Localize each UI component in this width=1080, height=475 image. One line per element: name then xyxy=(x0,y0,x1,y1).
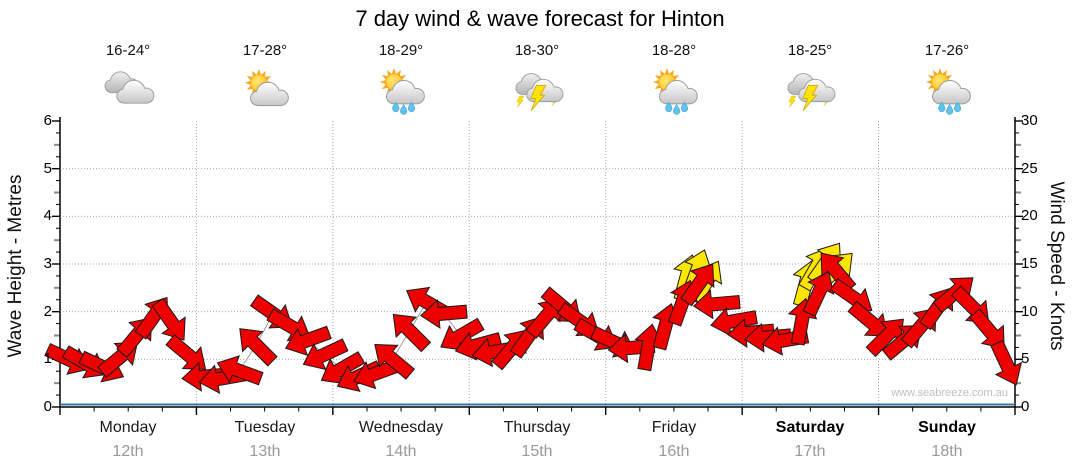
sun-showers-icon xyxy=(646,63,702,115)
right-axis-tick-5: 5 xyxy=(1021,350,1030,368)
temp-range-friday: 18-28° xyxy=(651,42,697,59)
sun-showers-icon xyxy=(373,63,429,115)
right-axis-tick-0: 0 xyxy=(1021,398,1030,415)
day-date-sunday: 18th xyxy=(931,443,963,460)
day-label-sunday: Sunday xyxy=(918,419,976,436)
left-axis-tick-1: 1 xyxy=(43,350,52,368)
left-axis-tick-5: 5 xyxy=(43,159,52,177)
day-date-monday: 12th xyxy=(112,443,144,460)
thunderstorm-icon xyxy=(782,63,838,115)
day-date-wednesday: 14th xyxy=(385,443,417,460)
day-date-friday: 16th xyxy=(658,443,690,460)
left-axis-tick-2: 2 xyxy=(43,302,52,320)
left-axis-tick-0: 0 xyxy=(43,398,52,415)
right-axis-tick-30: 30 xyxy=(1021,112,1038,129)
temp-range-saturday: 18-25° xyxy=(787,42,833,59)
day-label-monday: Monday xyxy=(99,419,157,436)
day-label-thursday: Thursday xyxy=(503,419,571,436)
temp-range-wednesday: 18-29° xyxy=(378,42,424,59)
day-label-friday: Friday xyxy=(651,419,697,436)
day-label-saturday: Saturday xyxy=(775,419,845,436)
sun-showers-icon xyxy=(919,63,975,115)
right-axis-tick-20: 20 xyxy=(1021,207,1038,225)
right-axis-tick-25: 25 xyxy=(1021,159,1038,177)
day-date-tuesday: 13th xyxy=(249,443,281,460)
right-axis-tick-15: 15 xyxy=(1021,255,1038,272)
left-axis-tick-6: 6 xyxy=(43,112,52,129)
left-axis-tick-3: 3 xyxy=(43,255,52,272)
day-label-wednesday: Wednesday xyxy=(358,419,444,436)
temp-range-thursday: 18-30° xyxy=(514,42,560,59)
page-title: 7 day wind & wave forecast for Hinton xyxy=(355,6,725,31)
cloudy-icon xyxy=(100,63,156,115)
partly-sunny-icon xyxy=(237,63,293,115)
left-axis-tick-4: 4 xyxy=(43,207,52,225)
temp-range-tuesday: 17-28° xyxy=(242,42,288,59)
day-label-tuesday: Tuesday xyxy=(234,419,296,436)
watermark: www.seabreeze.com.au xyxy=(891,387,1008,399)
temp-range-sunday: 17-26° xyxy=(924,42,970,59)
day-date-saturday: 17th xyxy=(794,443,826,460)
thunderstorm-icon xyxy=(510,63,566,115)
right-axis-tick-10: 10 xyxy=(1021,302,1038,320)
temp-range-monday: 16-24° xyxy=(105,42,151,59)
day-date-thursday: 15th xyxy=(521,443,553,460)
